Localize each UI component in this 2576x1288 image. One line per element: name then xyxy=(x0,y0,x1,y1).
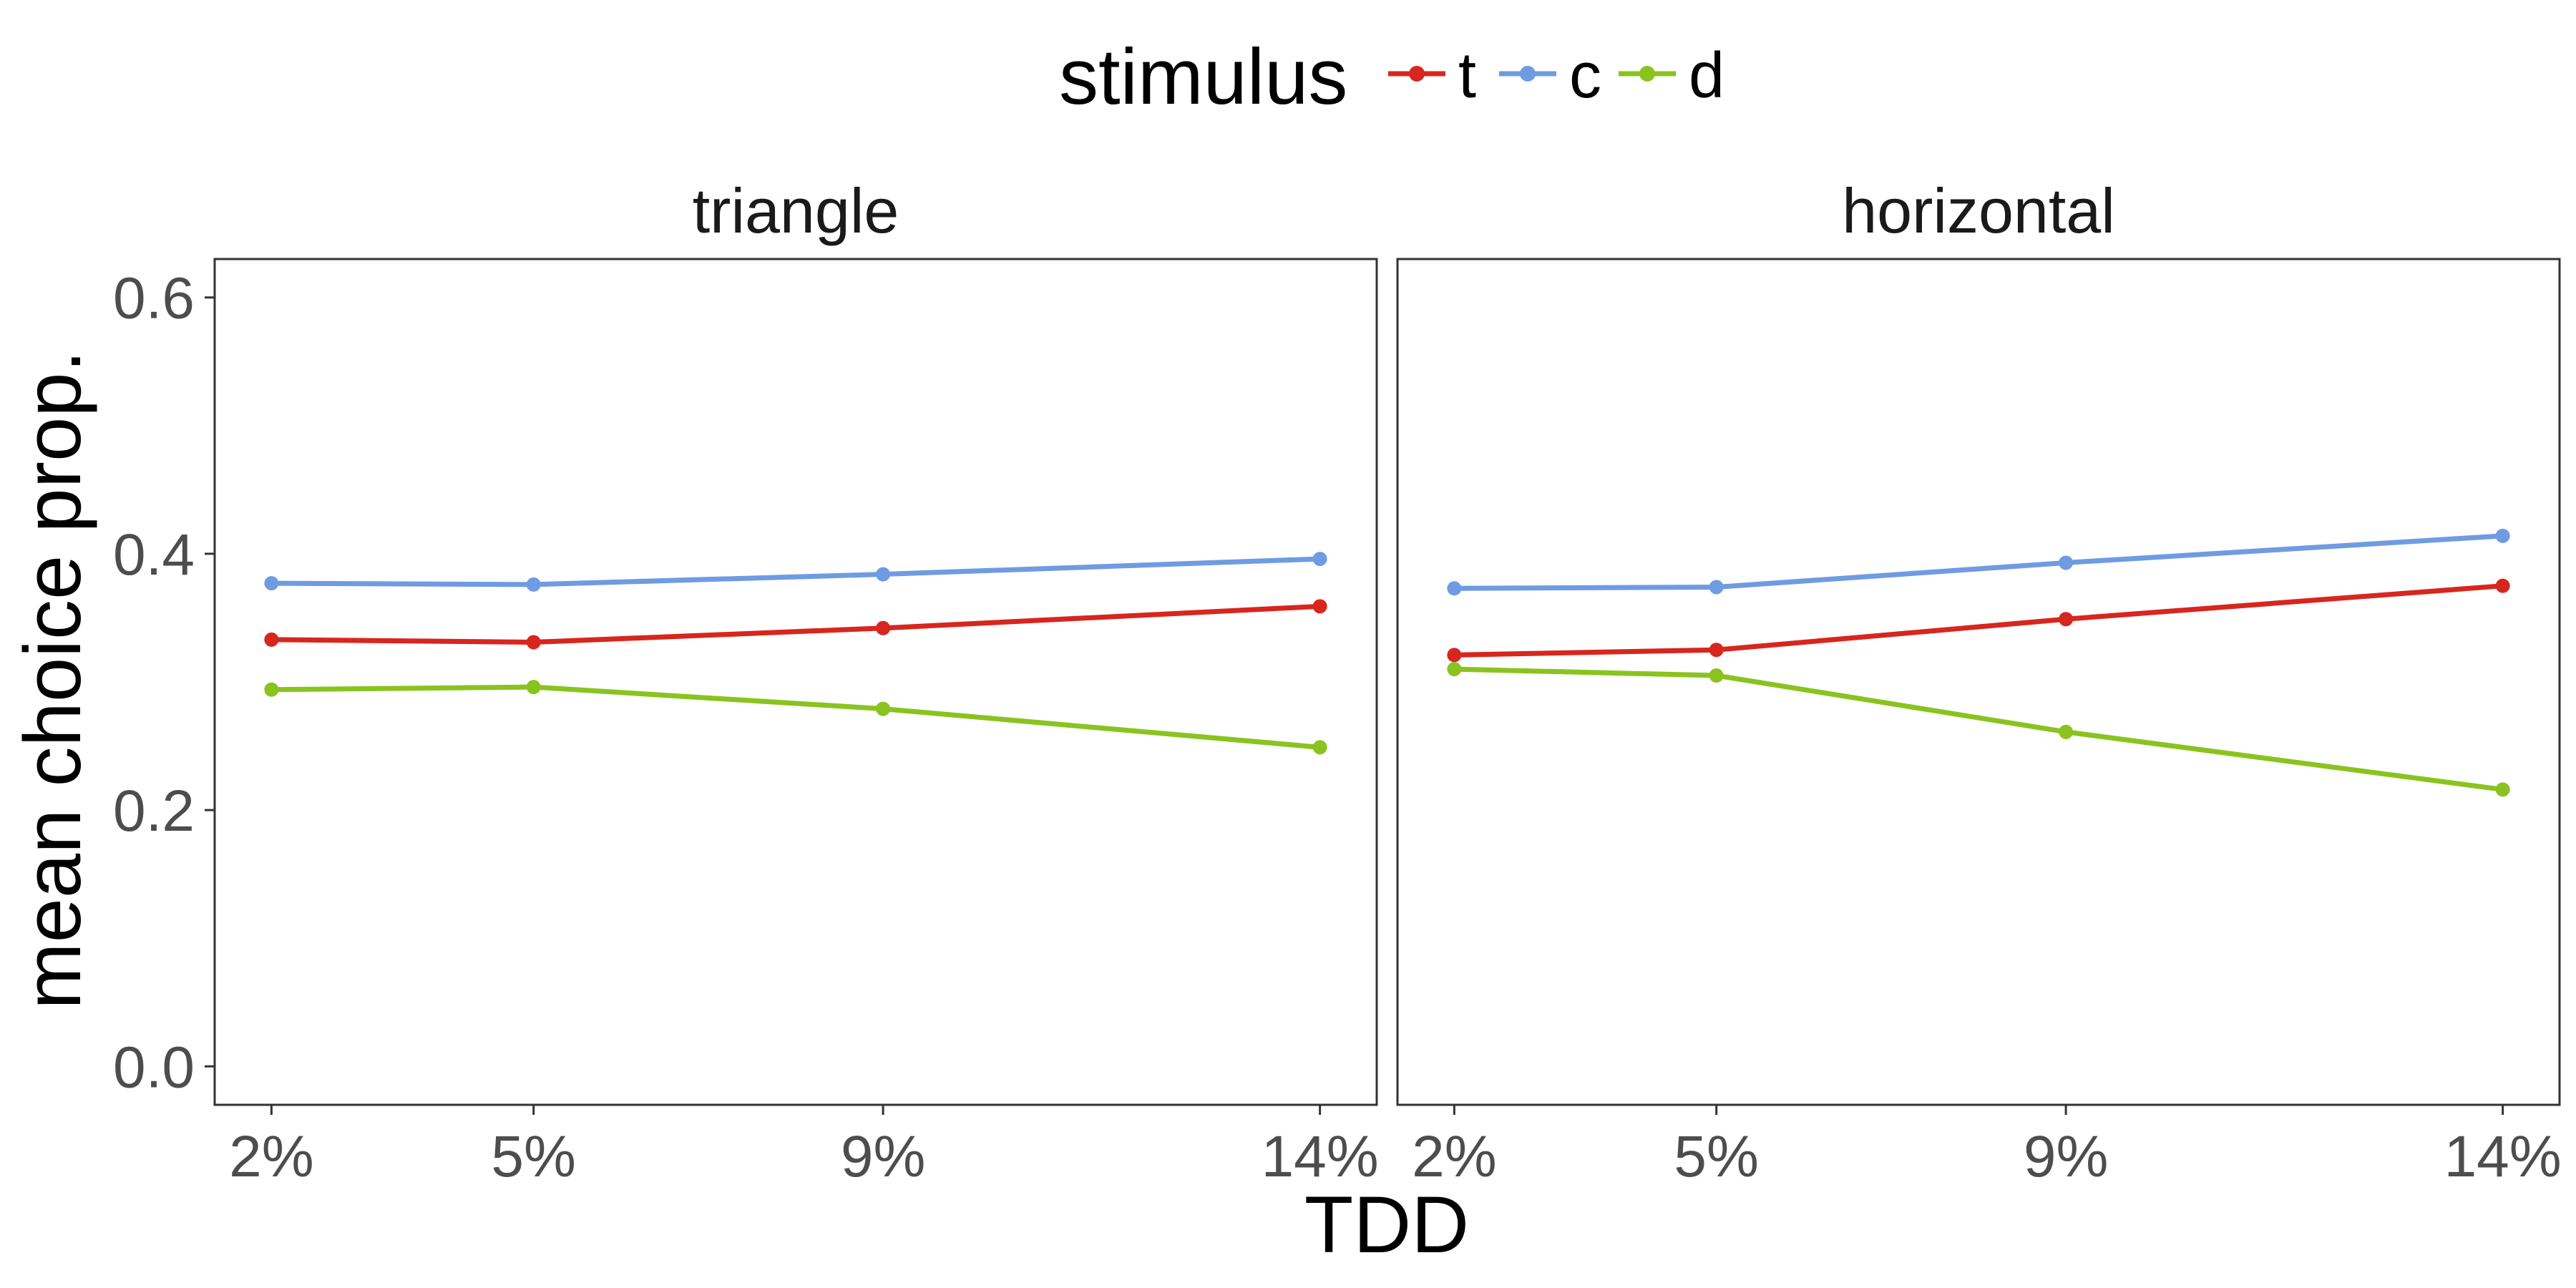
data-point-t xyxy=(876,620,891,635)
data-point-c xyxy=(2059,555,2074,570)
data-point-t xyxy=(1312,599,1327,614)
x-axis-right: 2% 5% 9% 14% xyxy=(1412,1105,2562,1189)
data-point-d xyxy=(1709,668,1724,683)
series-line-t-left xyxy=(271,603,1320,645)
data-point-c xyxy=(876,567,891,582)
y-tick-label: 0.0 xyxy=(113,1035,195,1100)
legend-label-d: d xyxy=(1689,40,1724,112)
y-tick-label: 0.2 xyxy=(113,779,195,844)
panel-frame-left xyxy=(213,258,1378,1106)
data-point-t xyxy=(1447,648,1462,663)
x-tick-label: 14% xyxy=(1262,1124,1379,1189)
x-axis-title: TDD xyxy=(1304,1180,1469,1269)
data-point-d xyxy=(2495,782,2510,797)
data-point-d xyxy=(1447,662,1462,677)
data-point-c xyxy=(1709,580,1724,595)
series-line-d-left xyxy=(271,684,1320,750)
data-point-t xyxy=(264,632,279,647)
x-tick-label: 9% xyxy=(2024,1124,2109,1189)
legend-key-point-d xyxy=(1639,66,1655,82)
data-point-c xyxy=(526,577,541,592)
series-line-c-left xyxy=(271,556,1320,587)
legend: stimulus t c d xyxy=(1059,33,1724,121)
plot-area-left xyxy=(264,552,1327,755)
x-tick-label: 5% xyxy=(1674,1124,1759,1189)
data-point-c xyxy=(1447,581,1462,596)
data-point-t xyxy=(2495,578,2510,593)
data-point-d xyxy=(264,682,279,697)
data-point-d xyxy=(876,701,891,716)
panel-frame-right xyxy=(1396,258,2561,1106)
data-point-t xyxy=(2059,612,2074,627)
x-tick-label: 2% xyxy=(229,1124,314,1189)
data-point-c xyxy=(264,576,279,591)
y-tick-label: 0.6 xyxy=(113,266,195,331)
x-tick-label: 14% xyxy=(2444,1124,2562,1189)
x-axis-left: 2% 5% 9% 14% xyxy=(229,1105,1379,1189)
x-tick-label: 9% xyxy=(841,1124,926,1189)
data-point-c xyxy=(2495,528,2510,543)
y-axis: 0.0 0.2 0.4 0.6 xyxy=(113,266,215,1100)
y-axis-title: mean choice prop. xyxy=(8,350,97,1009)
legend-label-t: t xyxy=(1458,40,1476,112)
data-point-t xyxy=(526,635,541,650)
legend-key-point-t xyxy=(1409,66,1425,82)
data-point-d xyxy=(526,680,541,695)
legend-key-point-c xyxy=(1520,66,1536,82)
panel-title-right: horizontal xyxy=(1842,175,2115,246)
data-point-d xyxy=(2059,724,2074,739)
x-tick-label: 5% xyxy=(491,1124,576,1189)
legend-label-c: c xyxy=(1569,40,1601,112)
series-line-t-right xyxy=(1454,583,2503,658)
data-point-t xyxy=(1709,643,1724,658)
series-line-d-right xyxy=(1454,666,2504,792)
data-point-c xyxy=(1312,552,1327,567)
x-tick-label: 2% xyxy=(1412,1124,1497,1189)
series-line-c-right xyxy=(1454,533,2503,591)
legend-title: stimulus xyxy=(1059,33,1347,121)
plot-area-right xyxy=(1447,528,2510,797)
data-point-d xyxy=(1312,740,1327,755)
y-tick-label: 0.4 xyxy=(113,522,195,587)
panel-title-left: triangle xyxy=(693,175,899,246)
